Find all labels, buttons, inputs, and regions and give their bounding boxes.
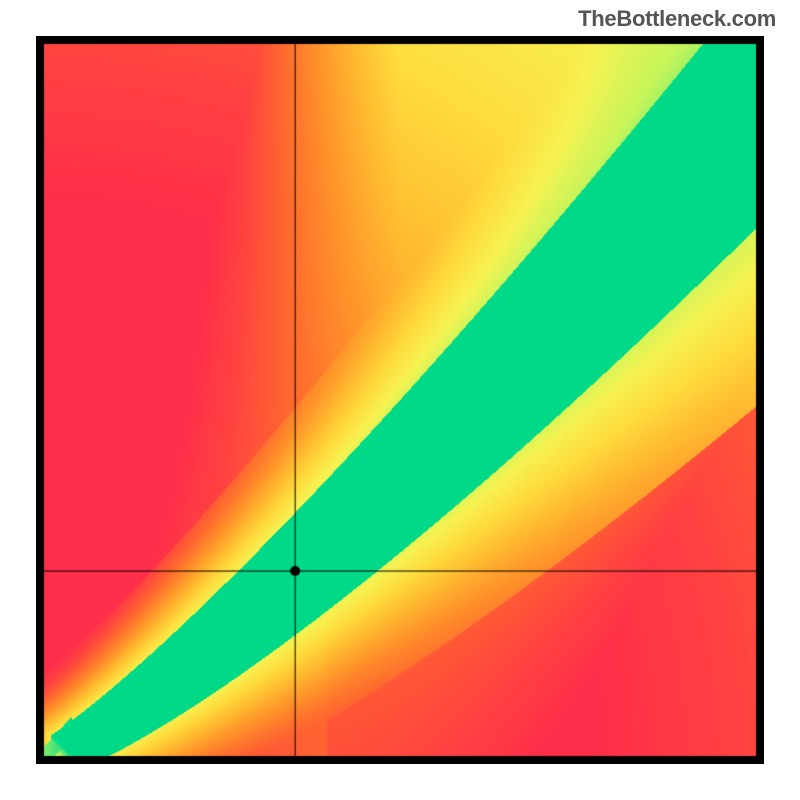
plot-frame (36, 36, 764, 764)
watermark-text: TheBottleneck.com (578, 6, 776, 32)
figure-container: TheBottleneck.com (0, 0, 800, 800)
bottleneck-heatmap (36, 36, 764, 764)
